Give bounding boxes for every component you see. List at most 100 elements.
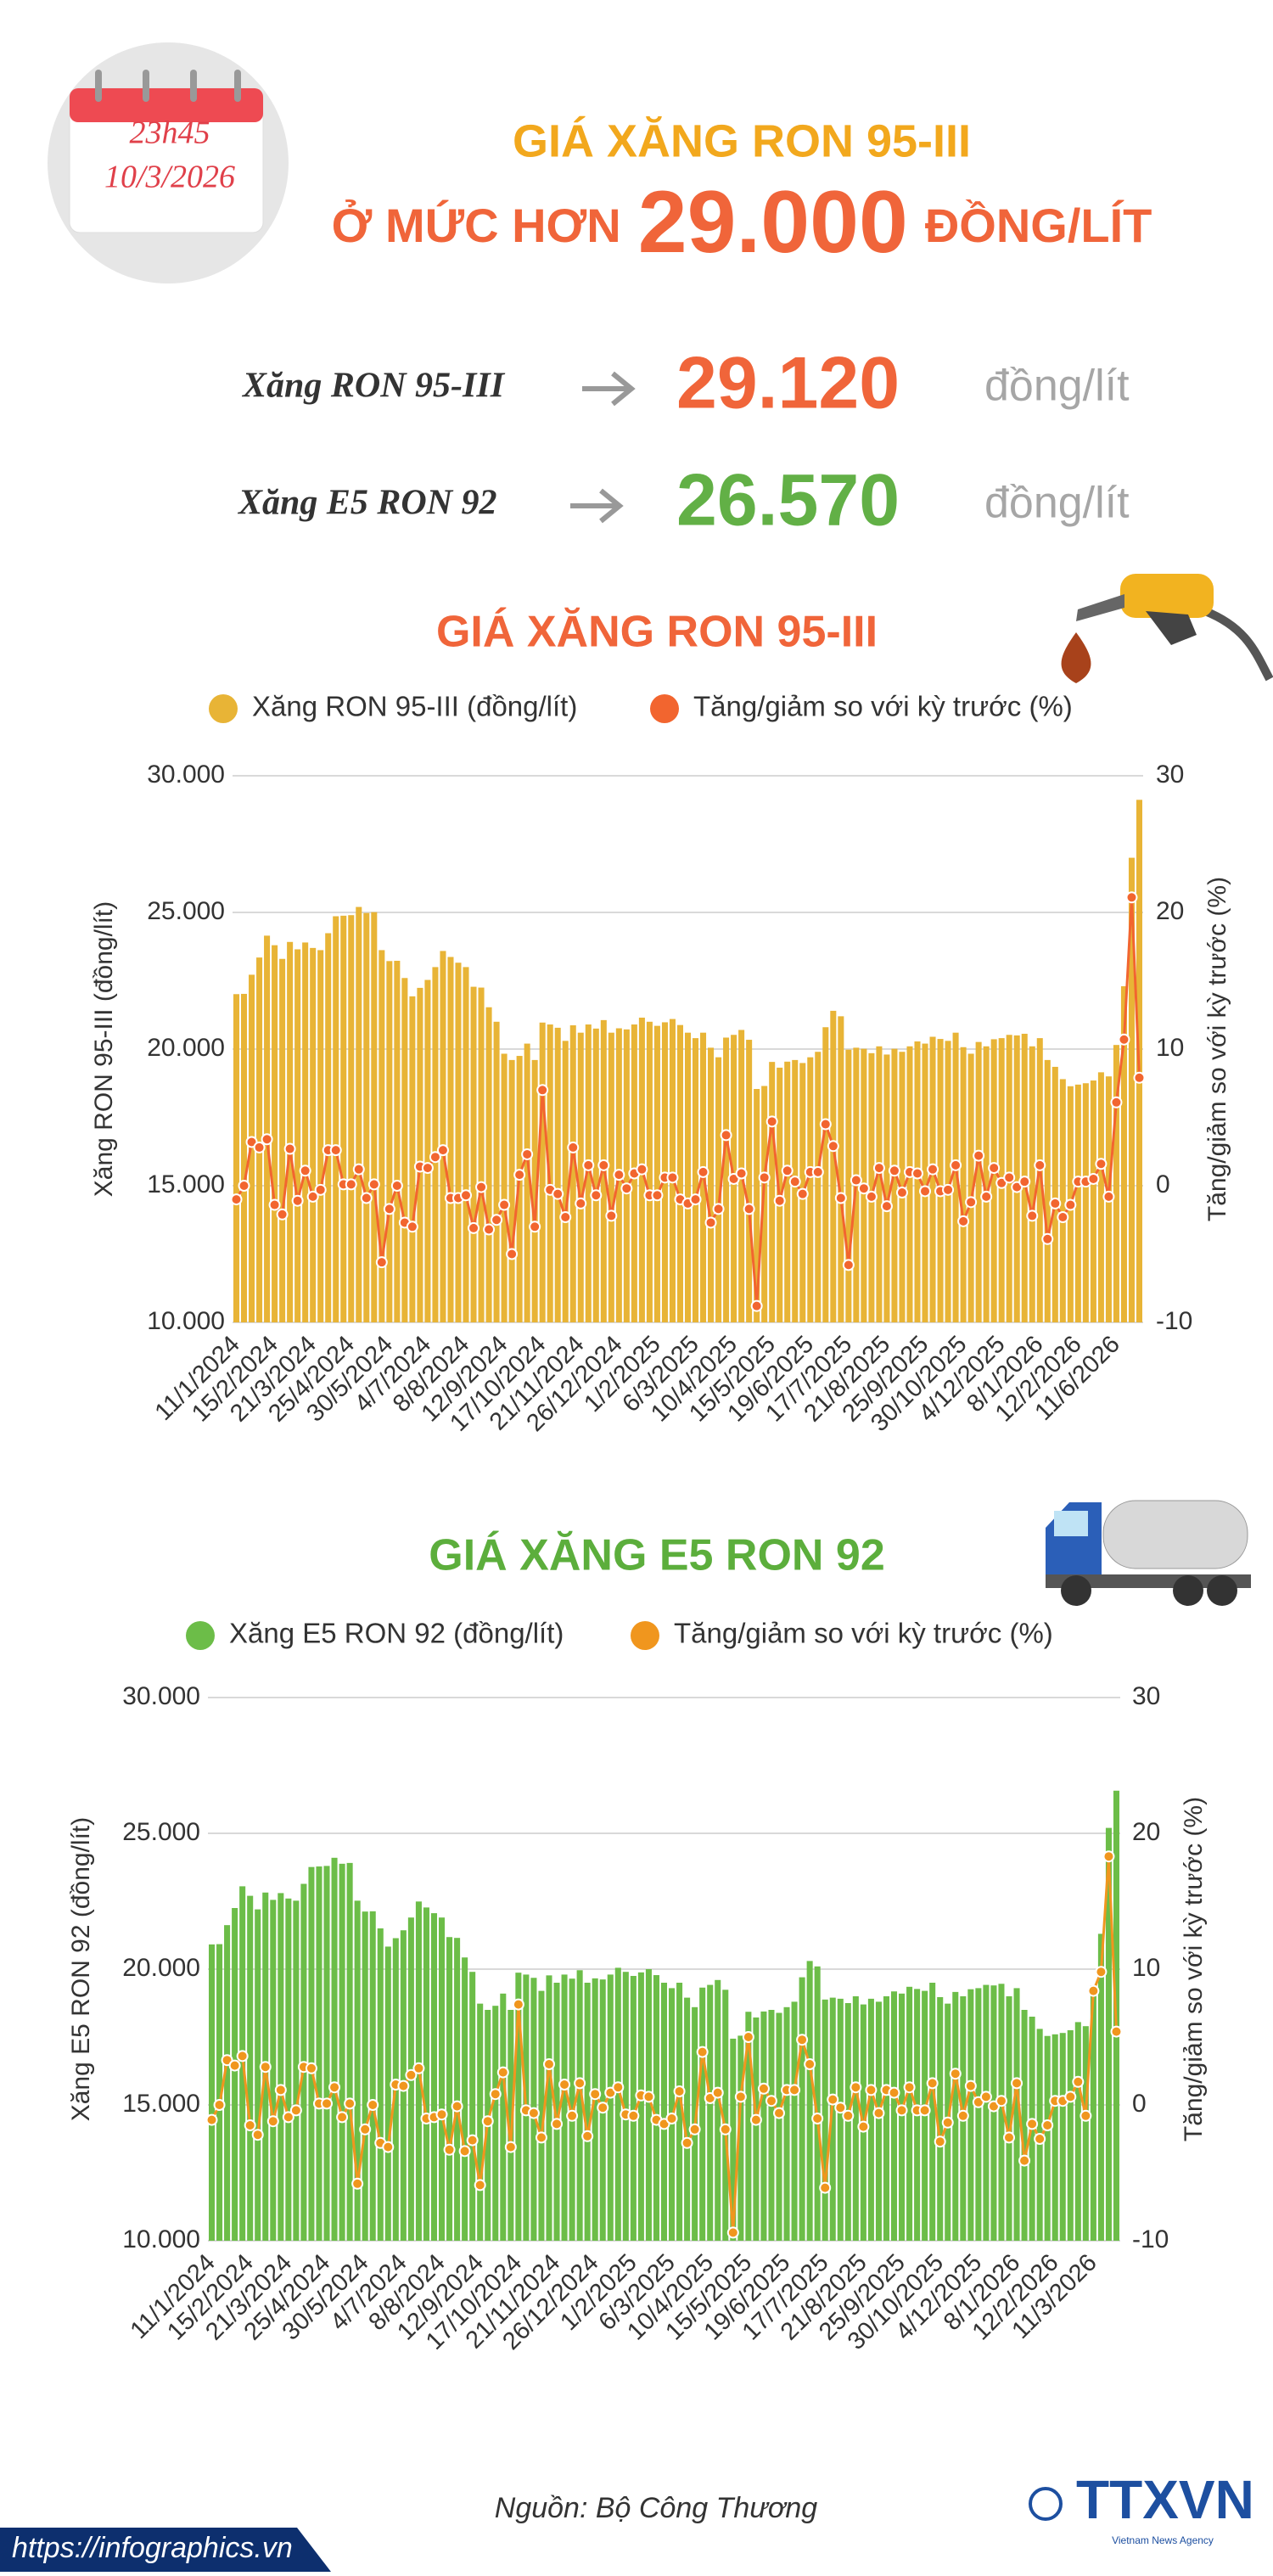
line-marker <box>734 2091 747 2103</box>
line-marker <box>382 2141 395 2153</box>
line-marker <box>1095 1158 1108 1170</box>
line-marker <box>980 1190 993 1203</box>
line-marker <box>1049 1197 1062 1209</box>
bar <box>875 2001 882 2241</box>
subtitle-prefix: Ở MỨC HƠN <box>332 199 621 252</box>
line-marker <box>927 1163 939 1176</box>
line-marker <box>268 1198 281 1211</box>
line-marker <box>314 1183 327 1196</box>
header-subtitle: Ở MỨC HƠN 29.000 ĐỒNG/LÍT <box>332 173 1152 272</box>
bar <box>983 1984 990 2241</box>
bar <box>815 1052 822 1322</box>
bar <box>967 1989 974 2241</box>
bar <box>998 1984 1005 2241</box>
bar <box>255 1909 261 2241</box>
bar <box>837 1998 844 2241</box>
bar <box>645 1969 652 2241</box>
line-marker <box>283 1142 296 1155</box>
bar <box>440 951 446 1322</box>
bar <box>430 1913 438 2241</box>
bar <box>369 1911 376 2241</box>
y2-tick-label: -10 <box>1132 2225 1169 2253</box>
bar <box>1067 2030 1074 2241</box>
line-marker <box>1064 1198 1077 1211</box>
bar <box>608 1032 614 1322</box>
line-marker <box>950 1159 962 1171</box>
bar <box>379 950 385 1322</box>
bar <box>470 986 477 1322</box>
line-marker <box>259 2061 272 2074</box>
bar <box>577 1032 584 1322</box>
bar <box>1097 1072 1104 1322</box>
line-marker <box>589 2088 602 2101</box>
line-marker <box>726 2226 739 2239</box>
bar <box>516 1056 523 1322</box>
line-marker <box>574 2077 586 2090</box>
line-marker <box>558 2079 571 2091</box>
y-tick-label: 20.000 <box>122 1954 200 1982</box>
arrow <box>570 488 624 524</box>
footer-url[interactable]: https://infographics.vn <box>12 2532 293 2564</box>
legend-label: Tăng/giảm so với kỳ trước (%) <box>693 691 1073 722</box>
bar <box>492 2006 499 2241</box>
line-marker <box>720 1129 732 1142</box>
line-marker <box>466 2134 479 2147</box>
bar <box>224 1925 231 2241</box>
bar <box>829 1997 836 2241</box>
line-marker <box>1087 1984 1100 1997</box>
line-marker <box>758 1171 771 1184</box>
bar <box>868 1052 875 1322</box>
source: Nguồn: Bộ Công Thương <box>495 2492 818 2524</box>
bar <box>394 960 401 1322</box>
subtitle-value: 29.000 <box>638 173 908 272</box>
line-marker <box>1034 2133 1046 2145</box>
bar <box>660 1983 668 2241</box>
line-marker <box>735 1167 748 1180</box>
bar <box>990 1039 997 1322</box>
line-marker <box>712 1203 725 1215</box>
line-marker <box>1018 2154 1031 2167</box>
line-marker <box>244 2119 256 2131</box>
bar <box>929 1983 936 2241</box>
line-marker <box>688 2123 701 2135</box>
line-marker <box>681 2136 693 2149</box>
bar <box>531 1059 538 1322</box>
line-marker <box>665 2113 678 2124</box>
line-marker <box>352 1163 365 1176</box>
line-marker <box>567 1141 580 1153</box>
bar <box>561 1974 568 2241</box>
bar <box>745 2012 752 2241</box>
bar <box>1059 1079 1066 1322</box>
bar <box>914 1041 921 1322</box>
line-marker <box>435 2108 448 2121</box>
line-marker <box>504 2141 517 2153</box>
bar <box>1128 857 1135 1322</box>
line-marker <box>973 1149 985 1162</box>
bar <box>806 1961 813 2241</box>
bar <box>983 1046 990 1322</box>
bar <box>270 1900 277 2241</box>
line-marker <box>850 2081 862 2094</box>
bar <box>1090 1985 1096 2241</box>
legend-label: Tăng/giảm so với kỳ trước (%) <box>674 1618 1053 1649</box>
line-marker <box>1072 2075 1085 2088</box>
price-value: 26.570 <box>676 460 900 542</box>
bar <box>247 1895 254 2241</box>
bar <box>975 1988 982 2241</box>
bar <box>363 912 370 1322</box>
line-marker <box>491 1214 503 1226</box>
line-marker <box>305 2062 317 2074</box>
line-marker <box>551 2118 564 2130</box>
y-tick-label: 15.000 <box>147 1170 225 1198</box>
date: 10/3/2026 <box>104 160 235 195</box>
bar <box>1097 1933 1104 2241</box>
bar <box>256 957 263 1322</box>
bar <box>386 961 393 1322</box>
line-marker <box>1011 2077 1023 2090</box>
bar <box>784 1061 791 1322</box>
line-marker <box>957 1215 970 1227</box>
bar <box>646 1021 653 1322</box>
line-marker <box>566 2109 579 2122</box>
bar <box>424 979 431 1322</box>
bar <box>346 1862 353 2241</box>
